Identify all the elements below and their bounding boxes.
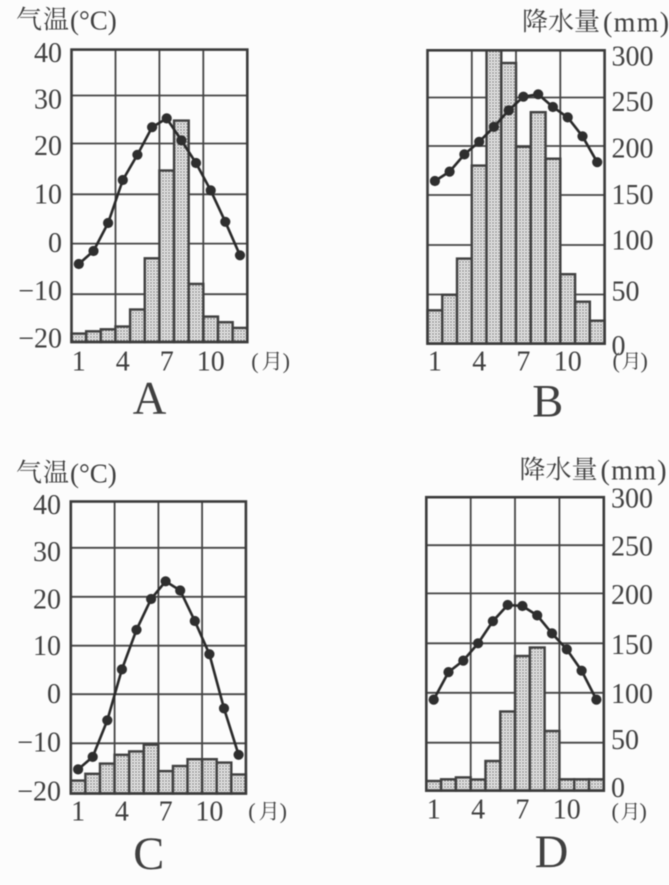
svg-text:50: 50 (611, 725, 639, 756)
svg-text:1: 1 (428, 347, 442, 378)
svg-text:0: 0 (48, 228, 62, 259)
svg-text:−20: −20 (18, 323, 62, 354)
svg-text:300: 300 (611, 484, 653, 515)
svg-text:10: 10 (34, 180, 62, 211)
svg-text:4: 4 (471, 795, 485, 826)
svg-text:0: 0 (47, 679, 61, 710)
svg-text:(: ( (613, 348, 620, 373)
svg-text:4: 4 (472, 347, 486, 378)
svg-text:200: 200 (612, 133, 654, 164)
svg-text:1: 1 (72, 347, 86, 378)
svg-text:−20: −20 (17, 777, 61, 808)
svg-text:−10: −10 (18, 276, 62, 307)
svg-text:(°C): (°C) (70, 6, 117, 36)
svg-text:(: ( (248, 799, 255, 824)
svg-text:200: 200 (611, 580, 653, 611)
svg-text:50: 50 (612, 277, 640, 308)
svg-text:7: 7 (516, 347, 530, 378)
svg-text:20: 20 (34, 131, 62, 162)
svg-text:10: 10 (195, 797, 223, 828)
svg-text:30: 30 (34, 85, 62, 116)
svg-text:10: 10 (33, 631, 61, 662)
svg-text:250: 250 (612, 87, 654, 118)
svg-text:100: 100 (612, 226, 654, 257)
svg-text:150: 150 (612, 180, 654, 211)
svg-text:): ) (280, 799, 287, 824)
svg-text:(mm): (mm) (601, 456, 668, 487)
svg-text:7: 7 (160, 347, 174, 378)
svg-text:D: D (535, 827, 569, 878)
svg-text:7: 7 (515, 795, 529, 826)
svg-text:B: B (532, 377, 563, 428)
svg-text:10: 10 (197, 347, 225, 378)
svg-text:4: 4 (115, 797, 129, 828)
svg-text:0: 0 (611, 773, 625, 804)
svg-text:250: 250 (611, 532, 653, 563)
svg-text:0: 0 (612, 331, 626, 362)
svg-text:40: 40 (33, 490, 61, 521)
svg-text:150: 150 (611, 630, 653, 661)
svg-text:40: 40 (34, 38, 62, 69)
svg-text:30: 30 (33, 537, 61, 568)
svg-text:1: 1 (71, 797, 85, 828)
svg-text:10: 10 (554, 347, 582, 378)
svg-text:4: 4 (116, 347, 130, 378)
svg-text:(: ( (612, 799, 619, 824)
svg-text:(mm): (mm) (603, 8, 669, 39)
svg-text:300: 300 (612, 42, 654, 73)
svg-text:A: A (133, 374, 167, 425)
svg-text:20: 20 (33, 584, 61, 615)
svg-text:100: 100 (611, 679, 653, 710)
svg-text:1: 1 (427, 795, 441, 826)
svg-text:−10: −10 (17, 728, 61, 759)
svg-text:7: 7 (159, 797, 173, 828)
svg-text:): ) (640, 799, 647, 824)
svg-text:): ) (641, 348, 648, 373)
svg-text:10: 10 (553, 795, 581, 826)
svg-text:): ) (283, 349, 290, 374)
svg-text:C: C (133, 829, 164, 880)
svg-text:(: ( (251, 349, 258, 374)
svg-text:(°C): (°C) (70, 459, 117, 489)
